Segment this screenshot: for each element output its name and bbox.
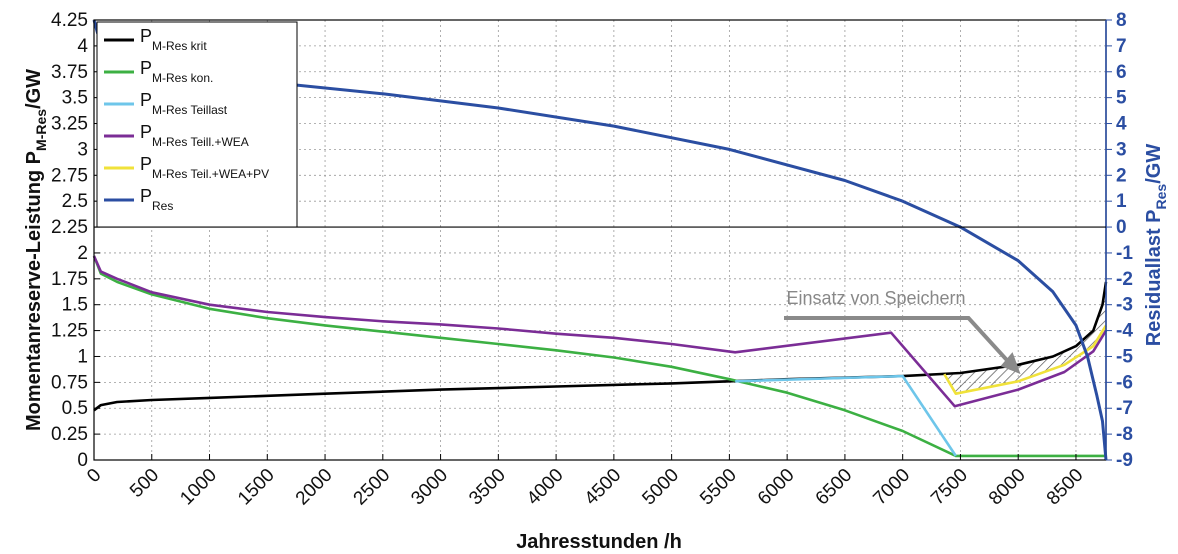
left-y-axis-label-sub: M-Res (33, 109, 49, 151)
left-y-axis-label: Momentanreserve-Leistung PM-Res/GW (23, 69, 49, 431)
x-tick-label: 1500 (234, 465, 279, 510)
x-axis-ticks: 0 500 1000 1500 2000 2500 3000 3500 4000 4500 5000… (83, 454, 1087, 509)
right-y-tick-label: -3 (1116, 295, 1133, 316)
storage-shaded-region (944, 281, 1106, 394)
left-y-tick-label: 0.75 (51, 372, 88, 393)
left-y-tick-label: 0 (77, 450, 88, 471)
right-y-tick-label: 5 (1116, 88, 1127, 109)
x-tick-label: 2000 (292, 465, 337, 510)
x-tick-label: 6500 (812, 465, 857, 510)
series-line-m-res-teillast (735, 374, 957, 457)
right-y-tick-label: -8 (1116, 424, 1133, 445)
right-y-tick-label: 3 (1116, 139, 1127, 160)
legend-entry: PM-Res Teillast (140, 90, 228, 117)
legend-entry: PRes (140, 186, 173, 213)
left-y-axis-label-main: Momentanreserve-Leistung P (23, 151, 45, 431)
left-y-tick-label: 3 (77, 139, 88, 160)
left-y-tick-label: 3.75 (51, 62, 88, 83)
left-y-tick-label: 4 (77, 36, 88, 57)
left-y-tick-label: 0.5 (62, 398, 88, 419)
right-y-tick-label: -9 (1116, 450, 1133, 471)
left-y-axis-ticks: 0 0.25 0.5 0.75 1 1.25 1.5 1.75 2 2.25 2.5 2.75 3 3.2… (51, 10, 100, 471)
left-y-axis-label-unit: /GW (23, 69, 45, 109)
series-line-m-res-teill-wea (92, 255, 1108, 408)
right-y-tick-label: -4 (1116, 321, 1133, 342)
legend-entry: PM-Res kon. (140, 58, 213, 85)
x-tick-label: 5500 (696, 465, 741, 510)
x-tick-label: 500 (126, 465, 163, 502)
left-y-tick-label: 1 (77, 346, 88, 367)
series-line-m-res-krit (93, 281, 1108, 412)
right-y-tick-label: 1 (1116, 191, 1127, 212)
x-tick-label: 3500 (465, 465, 510, 510)
right-y-tick-label: 8 (1116, 10, 1127, 31)
left-y-tick-label: 0.25 (51, 424, 88, 445)
right-y-tick-label: 0 (1116, 217, 1127, 238)
x-tick-label: 5000 (638, 465, 683, 510)
right-y-tick-label: -1 (1116, 243, 1133, 264)
right-y-axis-label-main: Residuallast P (1143, 209, 1165, 346)
series-line-m-res-teil-wea-pv (943, 324, 1108, 395)
legend-box (96, 21, 298, 228)
legend: PM-Res krit PM-Res kon. PM-Res Teillast PM-… (96, 21, 298, 228)
right-y-tick-label: 2 (1116, 165, 1127, 186)
right-y-axis-label-sub: Res (1153, 184, 1169, 210)
right-y-tick-label: -7 (1116, 398, 1133, 419)
left-y-tick-label: 2 (77, 243, 88, 264)
right-y-tick-label: 7 (1116, 36, 1127, 57)
x-tick-label: 1000 (176, 465, 221, 510)
x-tick-label: 7500 (927, 465, 972, 510)
annotation-arrowhead (1000, 352, 1021, 375)
x-tick-label: 8500 (1043, 465, 1088, 510)
right-y-tick-label: 6 (1116, 62, 1127, 83)
series-line-m-res-kon- (92, 255, 1106, 458)
legend-entry: PM-Res Teill.+WEA (140, 122, 249, 149)
right-y-tick-label: -2 (1116, 269, 1133, 290)
right-y-tick-label: -5 (1116, 346, 1133, 367)
legend-entry: PM-Res krit (140, 26, 207, 53)
x-tick-label: 4000 (523, 465, 568, 510)
right-y-axis-label: Residuallast PRes/GW (1143, 144, 1169, 347)
right-y-axis-label-unit: /GW (1143, 144, 1165, 184)
annotation: Einsatz von Speichern (784, 288, 1021, 375)
x-tick-label: 3000 (407, 465, 452, 510)
x-axis-label: Jahresstunden /h (516, 531, 682, 553)
annotation-text: Einsatz von Speichern (786, 288, 965, 308)
left-y-tick-label: 1.25 (51, 321, 88, 342)
annotation-arrow (784, 316, 1012, 366)
x-tick-label: 6000 (754, 465, 799, 510)
left-y-tick-label: 2.5 (62, 191, 88, 212)
x-tick-label: 8000 (985, 465, 1030, 510)
legend-entry: PM-Res Teil.+WEA+PV (140, 154, 269, 181)
right-y-tick-label: -6 (1116, 372, 1133, 393)
right-y-tick-label: 4 (1116, 114, 1127, 135)
left-y-tick-label: 4.25 (51, 10, 88, 31)
x-tick-label: 2500 (350, 465, 395, 510)
left-y-tick-label: 2.25 (51, 217, 88, 238)
left-y-tick-label: 3.5 (62, 88, 88, 109)
left-y-tick-label: 1.5 (62, 295, 88, 316)
left-y-tick-label: 1.75 (51, 269, 88, 290)
x-tick-label: 4500 (581, 465, 626, 510)
x-tick-label: 7000 (869, 465, 914, 510)
left-y-tick-label: 3.25 (51, 114, 88, 135)
left-y-tick-label: 2.75 (51, 165, 88, 186)
right-y-axis-ticks: -9 -8 -7 -6 -5 -4 -3 -2 -1 0 1 2 3 4 5 6 7 8 (1106, 10, 1133, 471)
